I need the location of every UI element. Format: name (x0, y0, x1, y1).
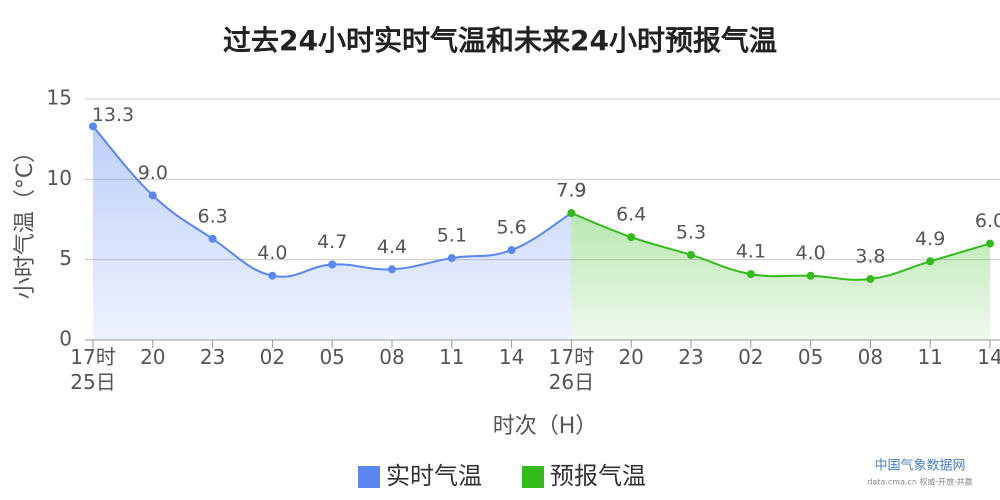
point (507, 246, 516, 255)
data-label: 4.7 (317, 231, 347, 253)
point (388, 265, 396, 274)
brand: 中国气象数据网 (874, 458, 965, 474)
point (567, 209, 576, 218)
data-label: 5.1 (437, 225, 467, 247)
data-label: 5.6 (496, 217, 526, 239)
point (746, 270, 755, 279)
legend-swatch (358, 466, 380, 488)
point (89, 122, 97, 131)
data-label: 6.4 (616, 204, 646, 226)
data-label: 4.9 (915, 228, 945, 250)
data-label: 9.0 (138, 162, 168, 184)
x-tick-label: 14 (498, 345, 525, 369)
data-label: 5.3 (676, 221, 706, 243)
y-tick-label: 15 (47, 86, 72, 110)
point (687, 250, 695, 259)
x-tick-label: 02 (738, 345, 764, 369)
x-tick-label: 20 (618, 345, 644, 369)
point (986, 239, 994, 248)
x-tick-label: 05 (319, 345, 345, 369)
data-label: 4.0 (795, 242, 825, 264)
point (268, 271, 277, 280)
legend-label: 预报气温 (550, 462, 646, 490)
data-label: 3.8 (855, 245, 885, 267)
x-tick-label: 05 (797, 345, 824, 369)
data-label: 6.3 (197, 205, 227, 227)
point (926, 257, 935, 266)
data-label: 4.1 (736, 241, 766, 263)
legend-label: 实时气温 (386, 462, 482, 490)
x-tick-label: 17时 26日 (548, 345, 595, 394)
data-label: 4.4 (377, 236, 407, 258)
point (148, 191, 157, 200)
chart-title: 过去24小时实时气温和未来24小时预报气温 (223, 24, 777, 57)
x-tick-label: 23 (678, 345, 704, 369)
area (93, 126, 572, 341)
point (866, 274, 875, 283)
line (92, 125, 572, 278)
x-tick-label: 02 (259, 345, 286, 369)
data-label: 7.9 (556, 180, 586, 202)
x-axis-label: 时次（H） (493, 414, 598, 439)
x-tick-label: 11 (917, 345, 943, 369)
x-tick-label: 14 (977, 345, 1000, 369)
x-tick-label: 23 (199, 345, 226, 369)
point (208, 234, 217, 243)
point (806, 271, 815, 280)
data-label: 4.0 (257, 242, 287, 264)
point (627, 233, 636, 242)
data-label: 13.3 (92, 104, 134, 126)
legend-swatch (522, 466, 544, 488)
point (447, 254, 456, 263)
data-label: 7.9 (556, 180, 586, 202)
x-tick-label: 20 (140, 345, 166, 369)
point (328, 260, 337, 269)
y-tick-label: 5 (59, 246, 72, 270)
y-axis-label: 小时气温（°C） (13, 141, 38, 299)
x-tick-label: 11 (439, 345, 465, 369)
x-tick-label: 08 (379, 345, 405, 369)
tagline: data.cma.cn 权威·开放·共赢 (867, 477, 972, 487)
y-tick-label: 10 (47, 166, 72, 190)
x-tick-label: 08 (857, 345, 884, 369)
x-tick-label: 17时 25日 (70, 345, 116, 394)
y-tick-label: 0 (59, 327, 72, 351)
data-label: 6.0 (975, 210, 1000, 232)
